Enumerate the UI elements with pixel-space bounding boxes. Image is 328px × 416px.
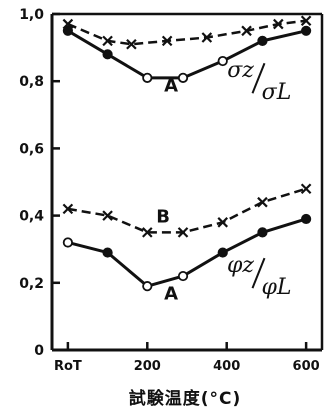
- x-marker: [217, 217, 229, 228]
- curve-label: A: [164, 75, 178, 96]
- ratio-denominator: φL: [261, 275, 291, 300]
- x-marker: [161, 35, 173, 47]
- y-tick-label: 0: [34, 343, 44, 359]
- y-tick-label: 0,4: [19, 209, 44, 225]
- curve-label: A: [164, 284, 178, 305]
- plot-frame: [50, 12, 324, 352]
- filled-circle-marker: [62, 25, 73, 36]
- open-circle-marker: [62, 237, 73, 248]
- filled-circle-marker: [257, 35, 268, 46]
- y-tick-label: 0,8: [19, 74, 44, 90]
- open-circle-marker: [142, 281, 153, 292]
- x-tick-label: 400: [213, 359, 240, 374]
- x-marker: [102, 210, 113, 221]
- x-tick-label: 200: [134, 359, 161, 374]
- open-circle-marker: [217, 55, 228, 67]
- filled-circle-marker: [102, 247, 113, 258]
- x-tick-label: RoT: [54, 359, 82, 374]
- x-ticks: RoT 200 400 600: [54, 342, 320, 374]
- ratio-slash: [251, 62, 266, 94]
- series-line-3: [67, 187, 307, 234]
- filled-circle-marker: [301, 213, 312, 225]
- open-circle-marker: [142, 72, 153, 83]
- x-marker: [273, 18, 284, 30]
- x-marker: [62, 18, 74, 30]
- y-tick-label: 0,2: [19, 276, 44, 292]
- filled-circle-marker: [257, 227, 268, 238]
- ratio-numerator: σz: [227, 58, 254, 83]
- x-marker: [241, 25, 252, 37]
- x-marker: [62, 203, 74, 215]
- y-ticks: 0 0,2 0,4 0,6 0,8 1,0: [19, 7, 60, 359]
- filled-circle-marker: [301, 25, 312, 36]
- y-tick-label: 0,6: [19, 141, 44, 157]
- y-tick-label: 1,0: [19, 7, 44, 23]
- x-marker: [201, 32, 213, 43]
- x-marker: [177, 227, 189, 238]
- filled-circle-marker: [102, 49, 113, 60]
- open-circle-marker: [177, 270, 189, 282]
- annotations: A B A: [156, 75, 178, 304]
- open-circle-marker: [177, 72, 189, 83]
- series-line-1: [67, 19, 307, 46]
- x-marker: [102, 35, 113, 47]
- ratio-slash: [251, 257, 266, 289]
- x-marker: [300, 15, 312, 26]
- ratio-denominator: σL: [262, 80, 292, 105]
- filled-circle-marker: [217, 247, 228, 258]
- x-tick-label: 600: [293, 359, 320, 374]
- x-marker: [300, 183, 312, 194]
- ratio-numerator: φz: [227, 253, 254, 278]
- series-group: [62, 15, 312, 292]
- x-marker: [126, 38, 137, 50]
- x-axis-label: 試験温度(°C): [129, 388, 242, 409]
- curve-label: B: [156, 206, 170, 227]
- x-marker: [142, 227, 153, 238]
- x-marker: [257, 196, 268, 208]
